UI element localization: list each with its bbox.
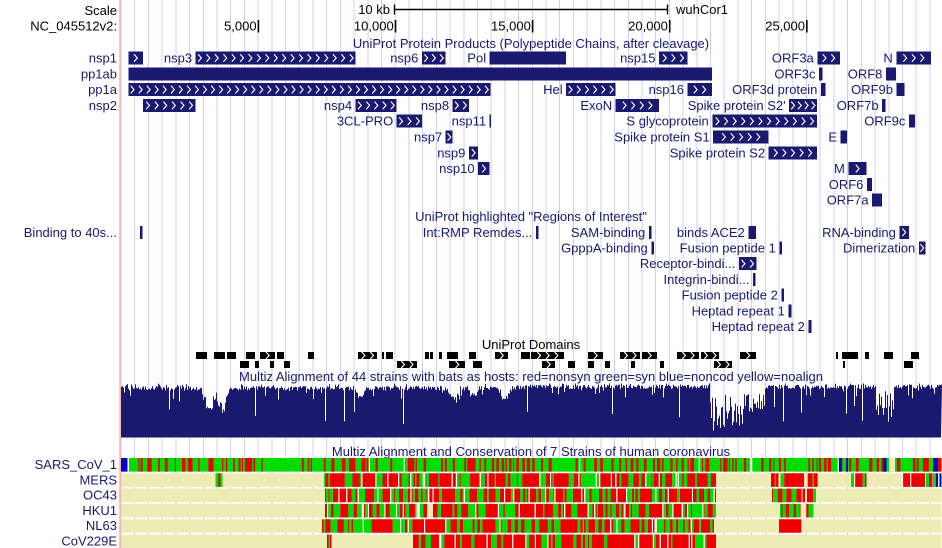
svg-text:Hel: Hel bbox=[543, 82, 563, 97]
svg-text:NL63: NL63 bbox=[86, 518, 117, 533]
svg-text:ORF8: ORF8 bbox=[848, 66, 883, 81]
svg-text:pp1ab: pp1ab bbox=[81, 66, 117, 81]
svg-text:ExoN: ExoN bbox=[580, 98, 612, 113]
svg-text:wuhCor1: wuhCor1 bbox=[675, 2, 728, 17]
svg-text:Fusion peptide 2: Fusion peptide 2 bbox=[682, 288, 778, 303]
svg-text:N: N bbox=[883, 51, 892, 66]
svg-text:20,000: 20,000 bbox=[628, 19, 668, 34]
svg-text:HKU1: HKU1 bbox=[82, 503, 117, 518]
svg-text:ORF7b: ORF7b bbox=[837, 98, 879, 113]
svg-text:E: E bbox=[828, 130, 837, 145]
svg-text:binds ACE2: binds ACE2 bbox=[677, 225, 745, 240]
svg-text:Multiz Alignment of 44 strains: Multiz Alignment of 44 strains with bats… bbox=[239, 369, 823, 384]
svg-text:nsp2: nsp2 bbox=[89, 98, 117, 113]
svg-text:UniProt Protein Products (Poly: UniProt Protein Products (Polypeptide Ch… bbox=[353, 36, 709, 51]
svg-text:SAM-binding: SAM-binding bbox=[571, 225, 645, 240]
svg-text:ORF3a: ORF3a bbox=[772, 51, 815, 66]
svg-text:ORF9c: ORF9c bbox=[864, 114, 906, 129]
svg-text:nsp8: nsp8 bbox=[421, 98, 449, 113]
svg-text:Fusion peptide 1: Fusion peptide 1 bbox=[680, 241, 776, 256]
svg-text:CoV229E: CoV229E bbox=[61, 534, 117, 548]
svg-text:ORF6: ORF6 bbox=[829, 177, 864, 192]
svg-text:10 kb: 10 kb bbox=[358, 2, 390, 17]
svg-text:SARS_CoV_1: SARS_CoV_1 bbox=[35, 457, 117, 472]
svg-text:Binding to 40s...: Binding to 40s... bbox=[24, 225, 117, 240]
svg-text:nsp1: nsp1 bbox=[89, 51, 117, 66]
svg-text:Heptad repeat 1: Heptad repeat 1 bbox=[692, 303, 785, 318]
svg-text:nsp6: nsp6 bbox=[390, 51, 418, 66]
svg-text:Heptad repeat 2: Heptad repeat 2 bbox=[712, 319, 805, 334]
svg-text:nsp11: nsp11 bbox=[452, 114, 486, 129]
svg-text:NC_045512v2:: NC_045512v2: bbox=[30, 19, 117, 34]
svg-text:25,000: 25,000 bbox=[765, 19, 805, 34]
svg-text:Spike protein S2': Spike protein S2' bbox=[688, 98, 786, 113]
svg-text:RNA-binding: RNA-binding bbox=[822, 225, 896, 240]
svg-text:nsp9: nsp9 bbox=[437, 145, 465, 160]
svg-text:10,000: 10,000 bbox=[354, 19, 394, 34]
svg-text:nsp4: nsp4 bbox=[324, 98, 352, 113]
svg-text:Pol: Pol bbox=[467, 51, 486, 66]
svg-text:nsp7: nsp7 bbox=[414, 130, 442, 145]
svg-text:nsp3: nsp3 bbox=[164, 51, 192, 66]
svg-text:UniProt highlighted "Regions o: UniProt highlighted "Regions of Interest… bbox=[415, 209, 647, 224]
svg-text:nsp16: nsp16 bbox=[649, 82, 684, 97]
svg-text:15,000: 15,000 bbox=[491, 19, 531, 34]
svg-text:ORF9b: ORF9b bbox=[851, 82, 893, 97]
svg-text:nsp15: nsp15 bbox=[620, 51, 655, 66]
svg-text:ORF7a: ORF7a bbox=[827, 193, 870, 208]
svg-text:ORF3c: ORF3c bbox=[774, 66, 816, 81]
svg-text:pp1a: pp1a bbox=[88, 82, 118, 97]
svg-text:UniProt Domains: UniProt Domains bbox=[482, 337, 581, 352]
svg-text:Int:RMP Remdes...: Int:RMP Remdes... bbox=[423, 225, 533, 240]
svg-text:Multiz Alignment and Conservat: Multiz Alignment and Conservation of 7 S… bbox=[332, 444, 731, 459]
svg-text:Receptor-bindi...: Receptor-bindi... bbox=[640, 256, 735, 271]
svg-text:MERS: MERS bbox=[79, 472, 117, 487]
svg-text:GpppA-binding: GpppA-binding bbox=[561, 241, 648, 256]
svg-text:Scale: Scale bbox=[84, 3, 117, 18]
svg-text:ORF3d protein: ORF3d protein bbox=[732, 82, 817, 97]
svg-text:5,000: 5,000 bbox=[224, 19, 257, 34]
svg-text:OC43: OC43 bbox=[83, 488, 117, 503]
svg-text:Spike protein S2: Spike protein S2 bbox=[670, 145, 765, 160]
svg-text:S glycoprotein: S glycoprotein bbox=[626, 114, 708, 129]
svg-text:Integrin-bindi...: Integrin-bindi... bbox=[664, 272, 750, 287]
svg-text:nsp10: nsp10 bbox=[439, 161, 474, 176]
svg-text:M: M bbox=[834, 161, 845, 176]
svg-text:Dimerization: Dimerization bbox=[843, 241, 915, 256]
svg-text:3CL-PRO: 3CL-PRO bbox=[337, 114, 393, 129]
svg-text:Spike protein S1: Spike protein S1 bbox=[614, 130, 709, 145]
